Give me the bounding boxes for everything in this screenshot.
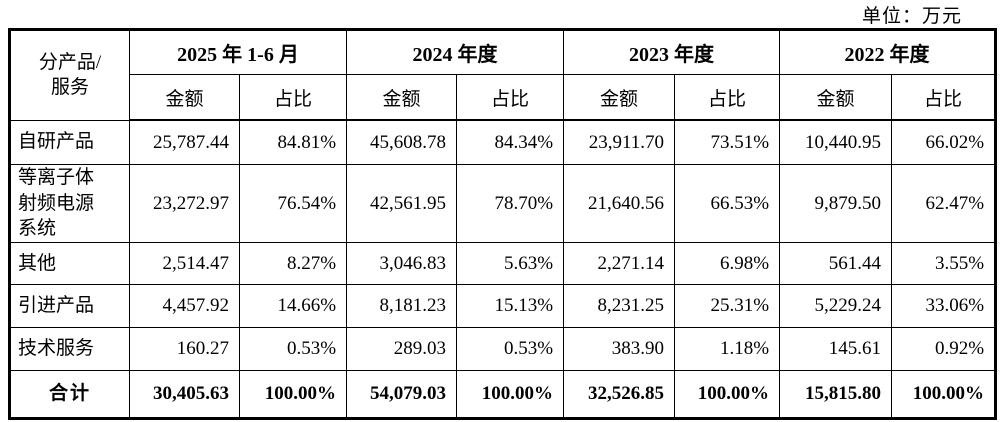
header-period-2025: 2025 年 1-6 月 <box>128 29 348 75</box>
header-period-2024: 2024 年度 <box>346 29 565 75</box>
amount-cell: 2,271.14 <box>563 242 676 285</box>
ratio-cell: 33.06% <box>891 284 997 328</box>
amount-cell: 9,879.50 <box>779 164 893 243</box>
amount-cell: 23,272.97 <box>129 164 240 243</box>
amount-cell: 3,046.83 <box>346 242 458 285</box>
header-ratio-2024: 占比 <box>456 74 565 121</box>
row-label: 自研产品 <box>9 119 130 165</box>
ratio-cell: 84.81% <box>238 119 348 165</box>
amount-cell: 8,181.23 <box>346 284 458 328</box>
amount-cell: 561.44 <box>779 242 893 285</box>
header-ratio-2023: 占比 <box>674 74 781 121</box>
row-label: 技术服务 <box>9 327 130 371</box>
ratio-cell: 5.63% <box>456 242 565 285</box>
ratio-cell: 6.98% <box>674 242 781 285</box>
amount-cell: 10,440.95 <box>779 119 893 165</box>
header-period-row: 分产品/ 服务 2025 年 1-6 月 2024 年度 2023 年度 202… <box>9 29 997 121</box>
header-ratio-2022: 占比 <box>891 74 997 121</box>
revenue-by-product-table: 分产品/ 服务 2025 年 1-6 月 2024 年度 2023 年度 202… <box>8 28 998 420</box>
header-period-2023: 2023 年度 <box>563 29 781 75</box>
header-amount-2024: 金额 <box>346 74 458 121</box>
ratio-cell: 84.34% <box>456 119 565 165</box>
table-row-self-developed: 自研产品 25,787.44 84.81% 45,608.78 84.34% 2… <box>9 119 997 165</box>
amount-cell: 5,229.24 <box>779 284 893 328</box>
ratio-cell: 25.31% <box>674 284 781 328</box>
header-ratio-2025: 占比 <box>238 74 348 121</box>
amount-cell: 32,526.85 <box>563 370 676 419</box>
ratio-cell: 8.27% <box>238 242 348 285</box>
amount-cell: 45,608.78 <box>346 119 458 165</box>
ratio-cell: 100.00% <box>891 370 997 419</box>
ratio-cell: 100.00% <box>456 370 565 419</box>
header-amount-2023: 金额 <box>563 74 676 121</box>
amount-cell: 25,787.44 <box>129 119 240 165</box>
table-row-other: 其他 2,514.47 8.27% 3,046.83 5.63% 2,271.1… <box>9 242 997 285</box>
row-label: 其他 <box>9 242 130 285</box>
row-label: 等离子体 射频电源 系统 <box>9 164 130 243</box>
ratio-cell: 76.54% <box>238 164 348 243</box>
table-row-plasma-rf-power: 等离子体 射频电源 系统 23,272.97 76.54% 42,561.95 … <box>9 164 997 243</box>
amount-cell: 54,079.03 <box>346 370 458 419</box>
amount-cell: 383.90 <box>563 327 676 371</box>
header-sub-row: 金额 占比 金额 占比 金额 占比 金额 占比 <box>10 74 997 121</box>
ratio-cell: 100.00% <box>674 370 781 419</box>
ratio-cell: 14.66% <box>238 284 348 328</box>
ratio-cell: 0.53% <box>456 327 565 371</box>
table-row-total: 合计 30,405.63 100.00% 54,079.03 100.00% 3… <box>9 370 997 419</box>
header-amount-2022: 金额 <box>779 74 893 121</box>
ratio-cell: 62.47% <box>891 164 997 243</box>
ratio-cell: 100.00% <box>238 370 348 419</box>
amount-cell: 21,640.56 <box>563 164 676 243</box>
table-row-imported-products: 引进产品 4,457.92 14.66% 8,181.23 15.13% 8,2… <box>9 284 997 328</box>
total-label: 合计 <box>9 370 130 419</box>
amount-cell: 2,514.47 <box>129 242 240 285</box>
amount-cell: 145.61 <box>779 327 893 371</box>
amount-cell: 8,231.25 <box>563 284 676 328</box>
ratio-cell: 73.51% <box>674 119 781 165</box>
amount-cell: 289.03 <box>346 327 458 371</box>
amount-cell: 160.27 <box>129 327 240 371</box>
ratio-cell: 66.02% <box>891 119 997 165</box>
amount-cell: 4,457.92 <box>129 284 240 328</box>
ratio-cell: 0.53% <box>238 327 348 371</box>
table-row-technical-services: 技术服务 160.27 0.53% 289.03 0.53% 383.90 1.… <box>9 327 997 371</box>
ratio-cell: 0.92% <box>891 327 997 371</box>
unit-label: 单位：万元 <box>861 6 962 27</box>
amount-cell: 23,911.70 <box>563 119 676 165</box>
header-product-service: 分产品/ 服务 <box>9 29 130 121</box>
ratio-cell: 15.13% <box>456 284 565 328</box>
ratio-cell: 78.70% <box>456 164 565 243</box>
ratio-cell: 3.55% <box>891 242 997 285</box>
header-period-2022: 2022 年度 <box>779 29 997 75</box>
ratio-cell: 66.53% <box>674 164 781 243</box>
row-label: 引进产品 <box>9 284 130 328</box>
amount-cell: 30,405.63 <box>129 370 240 419</box>
ratio-cell: 1.18% <box>674 327 781 371</box>
header-amount-2025: 金额 <box>129 74 240 121</box>
amount-cell: 42,561.95 <box>346 164 458 243</box>
amount-cell: 15,815.80 <box>779 370 893 419</box>
